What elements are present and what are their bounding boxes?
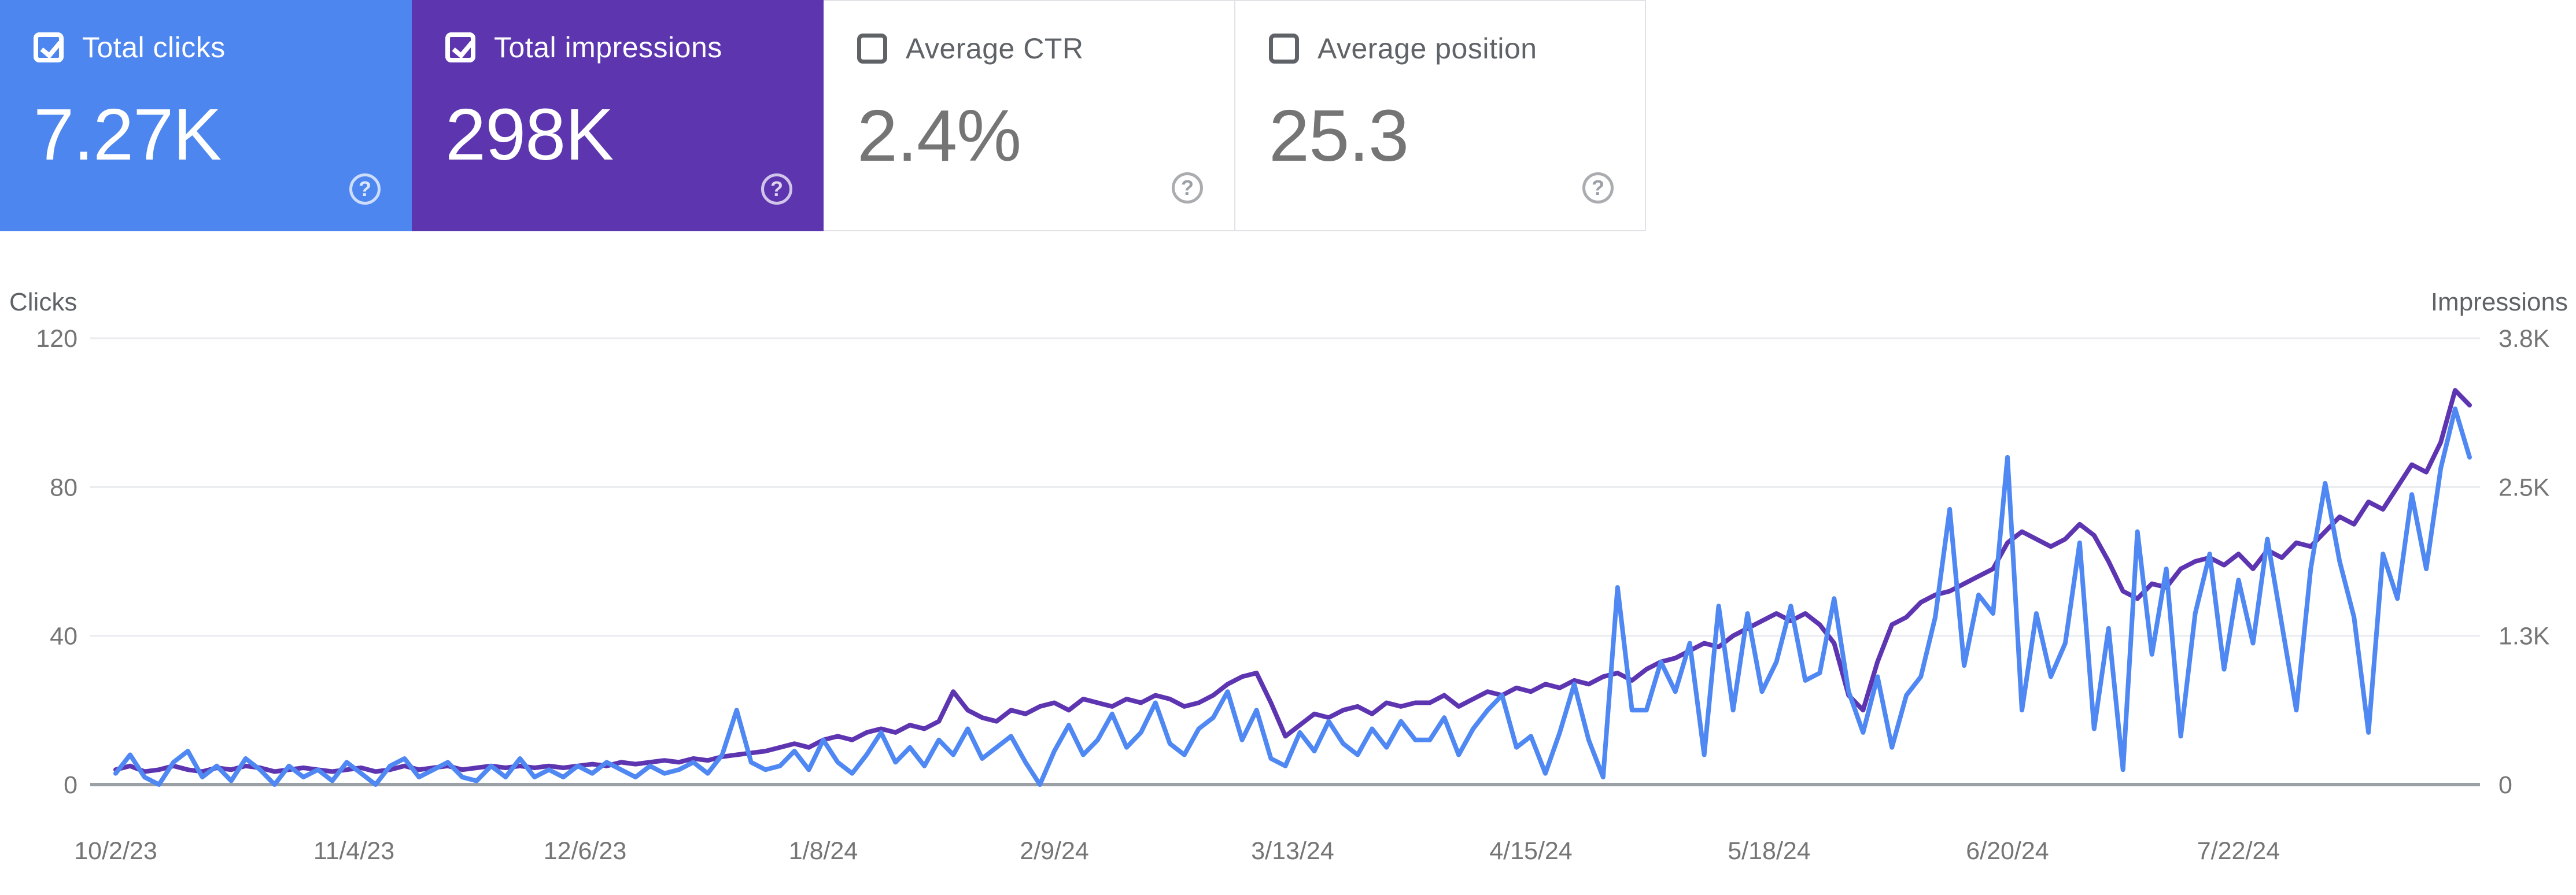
card-total-impressions[interactable]: Total impressions 298K ? <box>412 0 824 231</box>
card-label: Average position <box>1317 32 1537 65</box>
right-axis-tick-label: 3.8K <box>2499 325 2550 353</box>
average-ctr-checkbox[interactable] <box>857 34 887 64</box>
help-icon[interactable]: ? <box>349 173 381 205</box>
help-icon[interactable]: ? <box>1582 172 1614 204</box>
metric-cards: Total clicks 7.27K ? Total impressions 2… <box>0 0 1646 231</box>
card-average-position[interactable]: Average position 25.3 ? <box>1234 0 1646 231</box>
x-axis-tick-label: 4/15/24 <box>1489 837 1572 865</box>
card-total-clicks[interactable]: Total clicks 7.27K ? <box>0 0 412 231</box>
left-axis-tick-label: 120 <box>36 325 77 353</box>
card-label: Total impressions <box>494 31 722 64</box>
help-icon[interactable]: ? <box>1172 172 1203 204</box>
right-axis-tick-label: 0 <box>2499 771 2512 799</box>
x-axis-tick-label: 11/4/23 <box>313 837 394 865</box>
impressions-axis-title: Impressions <box>2430 288 2568 316</box>
card-average-ctr[interactable]: Average CTR 2.4% ? <box>824 0 1235 231</box>
x-axis-tick-label: 6/20/24 <box>1966 837 2049 865</box>
x-axis-tick-label: 1/8/24 <box>789 837 858 865</box>
clicks-axis-title: Clicks <box>9 288 77 316</box>
impressions-line[interactable] <box>113 388 2472 774</box>
card-label: Total clicks <box>82 31 226 64</box>
x-axis-tick-label: 12/6/23 <box>544 837 626 865</box>
total-impressions-checkbox[interactable] <box>445 32 475 62</box>
left-axis-tick-label: 0 <box>64 771 77 799</box>
help-icon[interactable]: ? <box>761 173 792 205</box>
total-clicks-checkbox[interactable] <box>34 32 64 62</box>
left-axis-tick-label: 40 <box>50 623 77 650</box>
total-clicks-value: 7.27K <box>34 94 222 175</box>
x-axis-tick-label: 3/13/24 <box>1251 837 1334 865</box>
total-impressions-value: 298K <box>445 94 614 175</box>
card-label: Average CTR <box>906 32 1084 65</box>
x-axis-tick-label: 2/9/24 <box>1020 837 1089 865</box>
clicks-line[interactable] <box>113 406 2472 787</box>
average-position-value: 25.3 <box>1269 95 1409 176</box>
left-axis-tick-label: 80 <box>50 474 77 501</box>
right-axis-tick-label: 1.3K <box>2499 623 2550 650</box>
x-axis-tick-label: 7/22/24 <box>2197 837 2280 865</box>
average-position-checkbox[interactable] <box>1269 34 1299 64</box>
x-axis-tick-label: 10/2/23 <box>74 837 157 865</box>
right-axis-tick-label: 2.5K <box>2499 474 2550 501</box>
x-axis-tick-label: 5/18/24 <box>1728 837 1810 865</box>
average-ctr-value: 2.4% <box>857 95 1021 176</box>
